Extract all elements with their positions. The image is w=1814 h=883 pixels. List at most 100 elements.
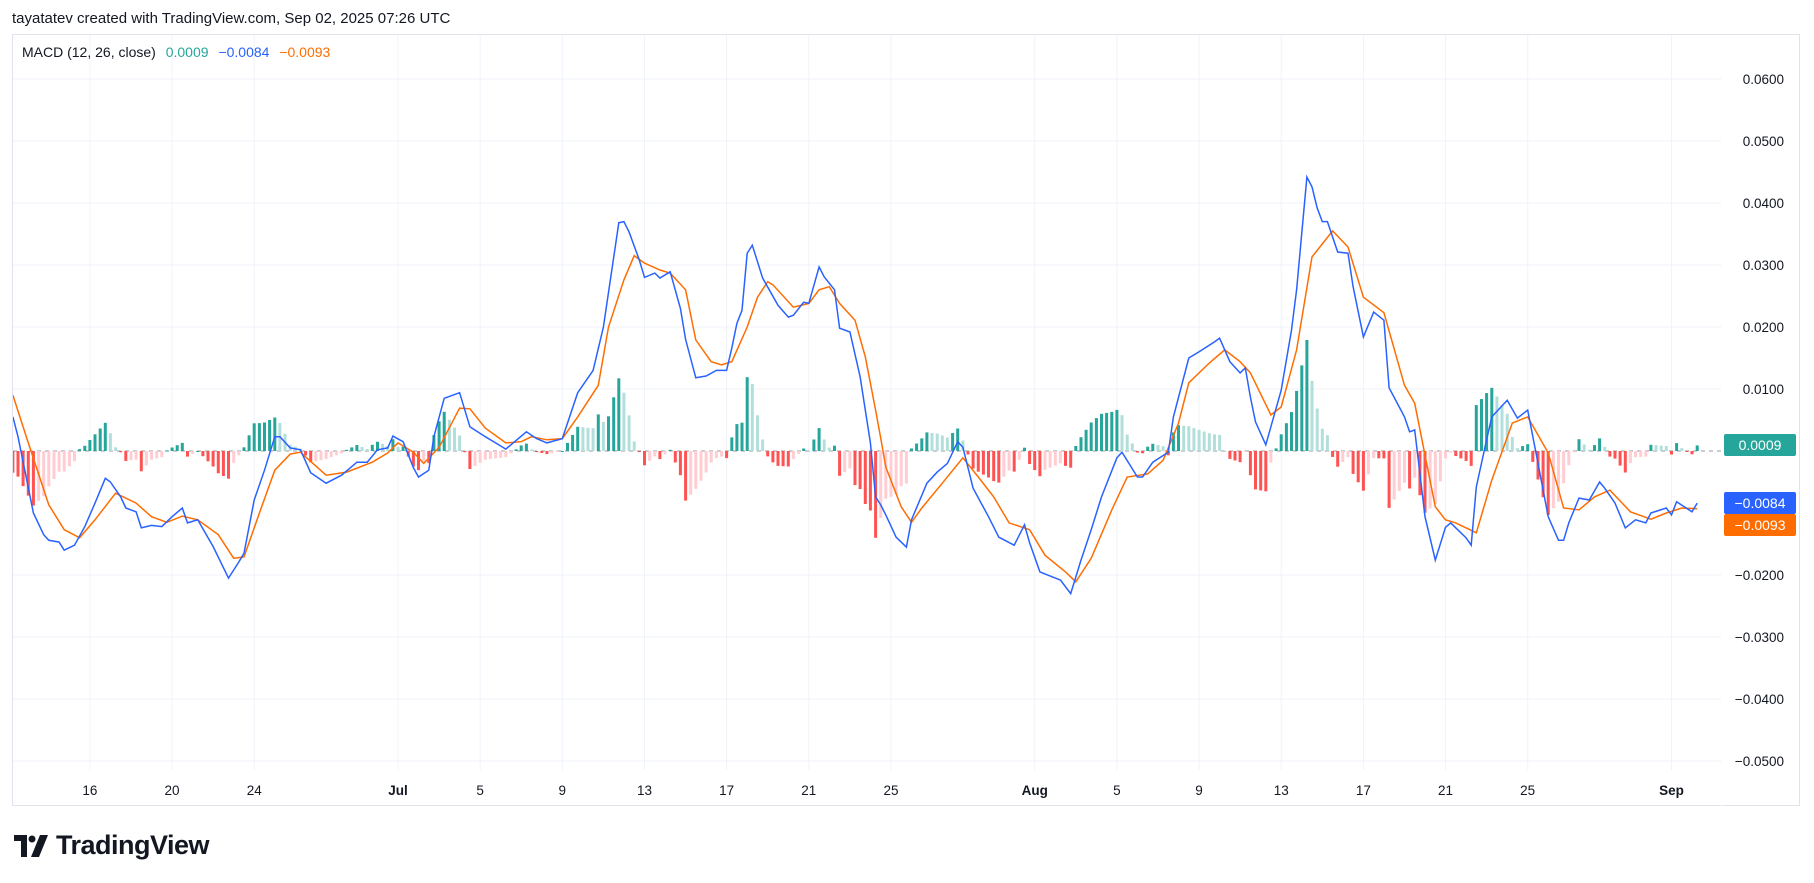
histogram-bar: [709, 451, 713, 463]
histogram-bar: [1361, 451, 1365, 491]
legend-histogram-value: 0.0009: [165, 44, 209, 60]
histogram-bar: [417, 451, 420, 471]
price-tick-label: −0.0300: [1735, 630, 1784, 645]
time-tick-label: 20: [165, 783, 180, 798]
histogram-bar: [201, 451, 205, 457]
histogram-bar: [843, 451, 847, 473]
price-tick-label: −0.0400: [1735, 692, 1784, 707]
histogram-bar: [1675, 443, 1679, 451]
histogram-bar: [62, 451, 66, 472]
histogram-bar: [1259, 451, 1263, 491]
histogram-bar: [1146, 446, 1150, 451]
price-tick-label: 0.0400: [1743, 196, 1784, 211]
histogram-bar: [13, 451, 15, 473]
histogram-bar: [1248, 451, 1252, 476]
histogram-bar: [812, 439, 816, 451]
histogram-bar: [1341, 451, 1345, 462]
histogram-bar: [904, 451, 908, 484]
time-axis[interactable]: 16 20 24 Jul 5 9 13 17 21 25 Aug 5 9 13 17 21 25 Sep: [82, 783, 1683, 798]
histogram-bar: [242, 447, 246, 451]
histogram-bar: [981, 451, 985, 475]
histogram-bar: [884, 451, 888, 499]
histogram-bar: [514, 449, 518, 451]
histogram-bar: [483, 451, 487, 460]
legend-macd-value: −0.0084: [218, 44, 270, 60]
histogram-bar: [257, 423, 261, 451]
histogram-bar: [750, 384, 754, 451]
histogram-bar: [1449, 451, 1453, 453]
histogram-bar: [1454, 451, 1458, 456]
histogram-bar: [617, 378, 621, 451]
histogram-bar: [314, 451, 318, 462]
histogram-bar: [838, 451, 842, 476]
histogram-bar: [442, 411, 446, 451]
histogram-bar: [119, 451, 123, 453]
histogram-bar: [940, 435, 944, 451]
tradingview-logo[interactable]: TradingView: [14, 830, 210, 861]
histogram-bar: [211, 451, 215, 467]
histogram-bar: [1331, 451, 1335, 457]
histogram-bar: [797, 451, 800, 454]
histogram-bar: [1582, 444, 1586, 451]
histogram-bar: [668, 449, 672, 451]
histogram-bar: [52, 451, 56, 479]
histogram-bar: [232, 451, 236, 463]
histogram-bar: [499, 451, 503, 458]
histogram-bar: [1069, 451, 1073, 468]
histogram-bar: [807, 451, 811, 452]
histogram-bar: [1613, 451, 1617, 459]
histogram-bar: [637, 451, 641, 452]
histogram-bar: [1695, 445, 1699, 451]
histogram-bar: [540, 451, 544, 453]
histogram-bar: [735, 424, 739, 451]
histogram-bar: [1351, 451, 1355, 474]
histogram-bar: [124, 451, 128, 461]
histogram-bar: [1043, 451, 1047, 470]
attribution-header: tayatatev created with TradingView.com, …: [12, 10, 451, 27]
histogram-bar: [191, 451, 195, 454]
histogram-bar: [1012, 451, 1016, 472]
histogram-bar: [401, 446, 405, 451]
histogram-bar: [144, 451, 148, 466]
histogram-bar: [1634, 451, 1637, 458]
time-tick-label: 17: [1356, 783, 1371, 798]
histogram-bar: [802, 448, 806, 451]
histogram-bar: [756, 415, 759, 451]
histogram-bar: [596, 414, 600, 451]
histogram-bar: [576, 426, 580, 451]
signal-price-badge: −0.0093: [1724, 514, 1796, 537]
time-tick-label: 9: [559, 783, 567, 798]
histogram-bar: [1100, 413, 1103, 451]
histogram-bar: [1182, 425, 1186, 451]
time-tick-label: 5: [1113, 783, 1121, 798]
histogram-bar: [1048, 451, 1052, 468]
time-tick-label: 24: [247, 783, 263, 798]
histogram-bar: [1438, 451, 1442, 482]
histogram-bar: [139, 451, 143, 472]
histogram-bar: [1084, 429, 1088, 451]
histogram-bar: [1680, 448, 1684, 451]
histogram-bar: [1094, 418, 1098, 451]
histogram-bar: [160, 451, 164, 458]
histogram-bar: [21, 451, 25, 487]
histogram-bar: [1423, 451, 1427, 513]
histogram-bar: [1649, 444, 1653, 451]
indicator-legend[interactable]: MACD (12, 26, close) 0.0009 −0.0084 −0.0…: [22, 44, 336, 60]
histogram-bar: [894, 451, 898, 495]
histogram-bar: [889, 451, 893, 497]
histogram-bar: [180, 442, 184, 451]
histogram-bar: [1002, 451, 1006, 477]
histogram-bar: [1495, 396, 1499, 451]
histogram-bar: [607, 416, 610, 451]
price-axis[interactable]: 0.0600 0.0500 0.0400 0.0300 0.0200 0.0100 −0.0…: [1735, 72, 1784, 769]
histogram-bar: [612, 397, 616, 451]
histogram-bar: [791, 451, 795, 460]
histogram-bar: [1053, 451, 1057, 466]
histogram-bar: [504, 451, 508, 458]
histogram-bar: [699, 451, 703, 481]
histogram-bar: [47, 451, 51, 487]
histogram-bar: [221, 451, 225, 476]
histogram-bar: [992, 451, 996, 482]
histogram-bar: [560, 451, 564, 452]
